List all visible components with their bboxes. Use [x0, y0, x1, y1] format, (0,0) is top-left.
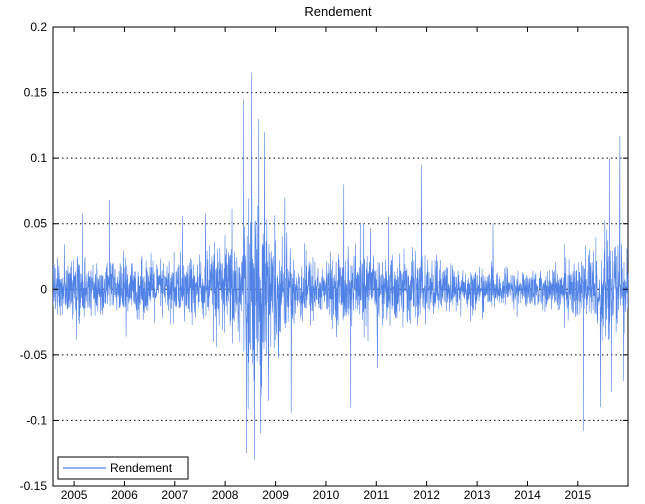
- series-line-rendement: [52, 72, 629, 460]
- series-rendement: [52, 72, 629, 460]
- y-tick-label: 0.05: [24, 217, 48, 231]
- x-tick-label: 2007: [161, 488, 188, 502]
- x-tick-label: 2014: [514, 488, 541, 502]
- legend-box: [57, 456, 189, 480]
- x-tick-label: 2013: [464, 488, 491, 502]
- legend: Rendement: [57, 456, 189, 480]
- y-tick-label: -0.1: [26, 413, 47, 427]
- y-tick-label: 0.2: [30, 20, 47, 34]
- y-tick-label: 0.15: [24, 86, 48, 100]
- legend-label-rendement: Rendement: [110, 461, 173, 475]
- y-tick-label: 0: [40, 282, 47, 296]
- x-tick-label: 2012: [413, 488, 440, 502]
- chart-title: Rendement: [304, 4, 372, 19]
- x-tick-label: 2015: [564, 488, 591, 502]
- axes: -0.15 -0.1 -0.05 0 0.05 0.1 0.15 0.2 2005 2006 200…: [20, 20, 628, 502]
- y-tick-label: -0.15: [20, 479, 48, 493]
- x-tick-label: 2005: [61, 488, 88, 502]
- x-tick-label: 2009: [262, 488, 289, 502]
- x-tick-label: 2006: [111, 488, 138, 502]
- x-tick-label: 2011: [363, 488, 389, 502]
- x-tick-label: 2008: [212, 488, 239, 502]
- plot-area: [52, 26, 629, 487]
- x-tick-label: 2010: [313, 488, 340, 502]
- y-tick-label: 0.1: [30, 151, 47, 165]
- y-tick-label: -0.05: [20, 348, 48, 362]
